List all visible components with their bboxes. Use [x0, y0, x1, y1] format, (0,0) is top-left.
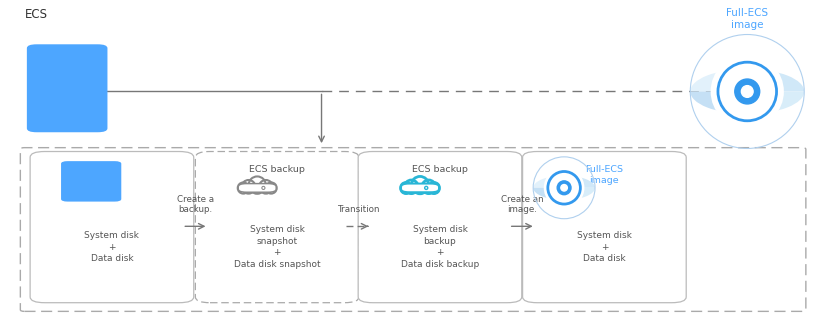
FancyBboxPatch shape [27, 44, 107, 132]
Text: Full-ECS
image: Full-ECS image [585, 165, 624, 185]
Wedge shape [564, 188, 595, 200]
FancyBboxPatch shape [358, 152, 522, 303]
FancyBboxPatch shape [523, 152, 686, 303]
FancyBboxPatch shape [401, 184, 439, 192]
Wedge shape [533, 176, 564, 188]
Text: Transition: Transition [337, 205, 380, 214]
Text: ECS: ECS [24, 8, 47, 21]
FancyBboxPatch shape [404, 187, 436, 189]
Ellipse shape [411, 177, 429, 194]
Ellipse shape [428, 182, 440, 194]
Text: ECS: ECS [103, 165, 121, 174]
FancyBboxPatch shape [195, 152, 359, 303]
FancyBboxPatch shape [30, 152, 194, 303]
FancyBboxPatch shape [241, 187, 274, 189]
FancyBboxPatch shape [239, 184, 276, 192]
Text: System disk
+
Data disk: System disk + Data disk [85, 231, 139, 263]
FancyBboxPatch shape [405, 186, 435, 189]
Text: Create an
image.: Create an image. [501, 195, 544, 214]
Wedge shape [690, 91, 747, 114]
Text: System disk
+
Data disk: System disk + Data disk [577, 231, 632, 263]
Text: Full-ECS
image: Full-ECS image [726, 8, 768, 30]
Ellipse shape [544, 168, 584, 208]
Ellipse shape [422, 180, 435, 194]
Ellipse shape [259, 180, 273, 194]
Ellipse shape [561, 185, 567, 191]
Ellipse shape [735, 79, 759, 104]
Ellipse shape [742, 86, 753, 97]
Text: ECS backup: ECS backup [249, 165, 305, 174]
Ellipse shape [238, 182, 249, 194]
Text: ECS backup: ECS backup [412, 165, 468, 174]
Ellipse shape [405, 180, 418, 194]
Text: Create a
backup.: Create a backup. [177, 195, 214, 214]
Ellipse shape [265, 182, 277, 194]
Wedge shape [533, 188, 564, 200]
Ellipse shape [242, 180, 256, 194]
FancyBboxPatch shape [20, 148, 806, 311]
Ellipse shape [400, 182, 412, 194]
FancyBboxPatch shape [61, 161, 121, 202]
FancyBboxPatch shape [242, 186, 273, 189]
Ellipse shape [248, 177, 266, 194]
Wedge shape [747, 91, 804, 114]
Ellipse shape [557, 181, 571, 195]
Text: System disk
backup
+
Data disk backup: System disk backup + Data disk backup [400, 225, 479, 269]
Wedge shape [690, 69, 747, 91]
Wedge shape [564, 176, 595, 188]
Text: System disk
snapshot
+
Data disk snapshot: System disk snapshot + Data disk snapsho… [234, 225, 321, 269]
Wedge shape [747, 69, 804, 91]
Ellipse shape [711, 55, 784, 128]
